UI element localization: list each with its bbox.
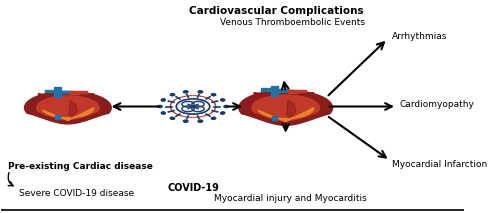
Polygon shape [38, 94, 72, 99]
Circle shape [212, 118, 215, 119]
Circle shape [212, 94, 216, 96]
Circle shape [212, 94, 215, 95]
Text: Myocardial injury and Myocarditis: Myocardial injury and Myocarditis [214, 194, 366, 203]
Text: Severe COVID-19 disease: Severe COVID-19 disease [19, 189, 134, 198]
Circle shape [198, 91, 202, 93]
Circle shape [170, 117, 174, 119]
Polygon shape [78, 91, 86, 94]
Circle shape [182, 106, 194, 112]
Polygon shape [284, 93, 314, 98]
Polygon shape [252, 95, 320, 120]
Circle shape [158, 105, 162, 107]
Circle shape [221, 99, 224, 101]
Circle shape [171, 94, 174, 95]
Text: Arrhythmias: Arrhythmias [392, 32, 448, 41]
Polygon shape [286, 100, 296, 118]
Circle shape [199, 91, 202, 93]
Circle shape [221, 99, 224, 101]
Circle shape [192, 101, 204, 107]
Polygon shape [70, 91, 78, 94]
Circle shape [184, 120, 187, 122]
Circle shape [182, 101, 194, 107]
Text: Myocardial Infarction: Myocardial Infarction [392, 160, 488, 169]
Circle shape [170, 118, 174, 119]
Polygon shape [61, 91, 69, 93]
Text: COVID-19: COVID-19 [167, 183, 219, 193]
Text: Venous Thromboembolic Events: Venous Thromboembolic Events [220, 18, 365, 27]
Circle shape [224, 106, 228, 108]
Polygon shape [258, 108, 314, 122]
Polygon shape [66, 94, 94, 98]
Circle shape [220, 99, 224, 101]
Polygon shape [262, 88, 272, 91]
Circle shape [184, 91, 188, 93]
Polygon shape [24, 91, 111, 124]
Polygon shape [42, 108, 94, 121]
Circle shape [221, 112, 224, 114]
Circle shape [162, 99, 166, 101]
Circle shape [198, 120, 202, 122]
Circle shape [184, 91, 188, 93]
Polygon shape [69, 101, 78, 117]
Polygon shape [46, 90, 55, 92]
Polygon shape [55, 115, 60, 119]
Circle shape [212, 117, 216, 119]
Circle shape [170, 94, 174, 95]
Polygon shape [296, 90, 306, 92]
Circle shape [198, 91, 202, 93]
Circle shape [224, 105, 228, 107]
Circle shape [184, 91, 187, 93]
Circle shape [192, 106, 204, 112]
Text: Pre-existing Cardiac disease: Pre-existing Cardiac disease [8, 162, 152, 171]
Circle shape [162, 112, 165, 114]
Circle shape [184, 120, 188, 122]
Circle shape [198, 120, 202, 122]
Circle shape [158, 106, 162, 107]
Circle shape [162, 99, 165, 101]
Circle shape [212, 94, 216, 95]
Polygon shape [36, 96, 99, 119]
Circle shape [221, 112, 224, 114]
Circle shape [184, 120, 188, 122]
Text: Cardiomyopathy: Cardiomyopathy [399, 100, 474, 109]
Polygon shape [239, 90, 332, 125]
Polygon shape [278, 89, 286, 92]
Circle shape [162, 99, 165, 101]
Circle shape [171, 118, 174, 119]
Polygon shape [254, 93, 290, 98]
Circle shape [158, 106, 162, 108]
Circle shape [162, 112, 165, 114]
Circle shape [192, 106, 194, 107]
Text: Cardiovascular Complications: Cardiovascular Complications [189, 6, 364, 16]
Circle shape [170, 94, 174, 96]
Circle shape [199, 120, 202, 122]
Polygon shape [288, 90, 298, 94]
Circle shape [212, 118, 216, 119]
Circle shape [220, 112, 224, 114]
Circle shape [224, 106, 228, 107]
Polygon shape [272, 116, 278, 120]
Circle shape [172, 97, 214, 116]
Circle shape [176, 99, 210, 114]
Circle shape [162, 112, 166, 114]
